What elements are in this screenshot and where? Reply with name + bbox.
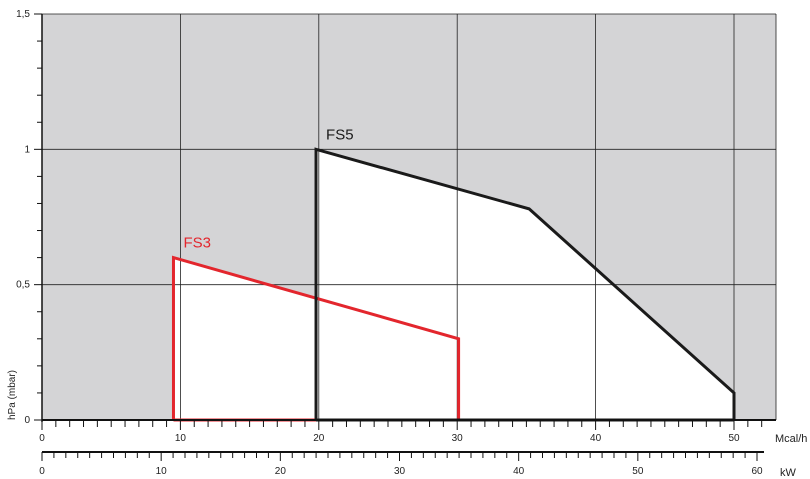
series-line-fs5 [314,147,736,420]
x-tick-label-mcal: 10 [175,433,187,444]
x-tick-label-kw: 40 [513,466,525,477]
x-axis-mcal: 0 10 20 30 40 50 [39,419,776,444]
x-axis-unit-mcal: Mcal/h [775,433,807,445]
y-axis-label: hPa (mbar) [7,370,18,420]
x-axis-unit-kw: kW [780,467,797,479]
x-tick-label-kw: 60 [751,466,763,477]
x-tick-label-kw: 20 [275,466,287,477]
x-tick-label-mcal: 40 [590,433,602,444]
y-axis: 0 0,5 1 1,5 [16,9,43,426]
x-tick-label-mcal: 30 [452,433,464,444]
x-tick-label-kw: 50 [632,466,644,477]
x-axis-kw: 0 10 20 30 40 50 60 [39,451,764,477]
x-tick-label-mcal: 50 [728,433,740,444]
x-tick-label-kw: 10 [156,466,168,477]
series-label-fs5: FS5 [326,126,354,143]
x-tick-label-kw: 0 [39,466,45,477]
y-tick-label: 1 [24,144,30,155]
y-tick-label: 0,5 [16,280,30,291]
x-tick-label-mcal: 0 [39,433,45,444]
y-tick-label: 0 [24,415,30,426]
x-tick-label-mcal: 20 [313,433,325,444]
series-label-fs3: FS3 [183,235,211,252]
y-tick-label: 1,5 [16,9,30,20]
x-tick-label-kw: 30 [394,466,406,477]
